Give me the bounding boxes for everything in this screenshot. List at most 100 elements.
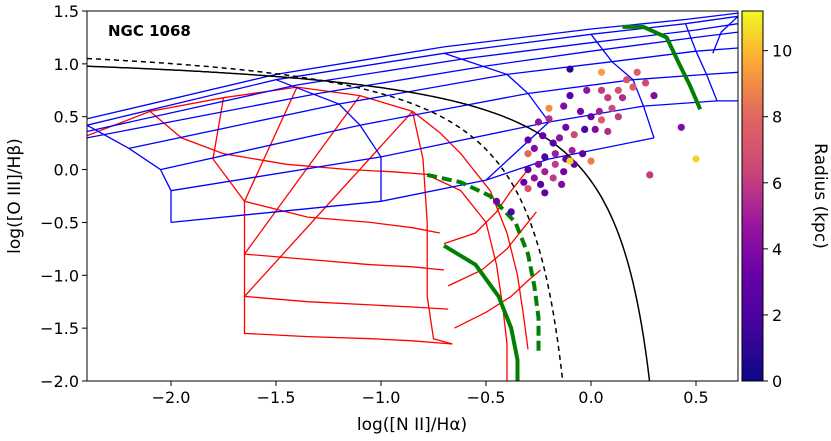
data-point: [530, 174, 538, 182]
x-tick-label: −0.5: [467, 388, 506, 407]
y-tick-label: 0.0: [54, 161, 79, 180]
kauffmann-line: [87, 57, 564, 381]
green-model-curve-0: [426, 172, 541, 355]
data-point: [692, 155, 700, 163]
hii-grid-line-4: [243, 95, 449, 310]
agn-grid-line-3: [87, 31, 738, 139]
data-point: [633, 68, 641, 76]
data-point: [614, 113, 622, 121]
data-point: [604, 94, 612, 102]
model-highlight-curves: [426, 24, 703, 381]
agn-grid-line-8: [87, 124, 172, 223]
data-point: [551, 150, 559, 158]
data-point: [555, 134, 564, 142]
x-axis-label: log([N II]/Hα): [357, 415, 467, 435]
green-model-curve-1: [442, 243, 520, 381]
data-point: [530, 144, 538, 152]
data-point: [537, 180, 545, 188]
data-point: [581, 125, 589, 133]
data-point: [642, 79, 650, 87]
data-point: [520, 178, 528, 186]
data-point: [524, 185, 532, 193]
x-tick-label: −1.5: [257, 388, 296, 407]
data-point: [677, 123, 685, 131]
data-point: [534, 160, 543, 168]
data-point: [566, 157, 574, 165]
data-point: [534, 118, 543, 126]
colorbar-ticks: 0 2 4 6 8 10: [763, 42, 792, 391]
colorbar-tick-label: 4: [772, 240, 782, 259]
hii-model-grid: [87, 86, 542, 381]
x-tick-label: −2.0: [152, 388, 191, 407]
data-point: [562, 123, 570, 131]
data-point: [566, 92, 574, 100]
demarcation-lines: [87, 57, 651, 381]
data-point: [646, 171, 654, 179]
data-point: [560, 102, 568, 110]
x-tick-label: 0.5: [683, 388, 708, 407]
hii-grid-line-3: [243, 86, 445, 271]
agn-grid-line-9: [275, 79, 382, 202]
hii-grid-line-11: [454, 269, 542, 329]
hii-grid-line-8: [426, 174, 508, 381]
y-axis: −2.0 −1.5 −1.0 −0.5 0.0 0.5 1.0 1.5: [40, 2, 87, 391]
y-tick-label: 0.5: [54, 108, 79, 127]
agn-grid-line-6: [170, 100, 738, 192]
data-point: [492, 197, 501, 205]
colorbar-tick-label: 6: [772, 174, 782, 193]
plot-background: [87, 11, 738, 381]
hii-grid-line-5: [243, 110, 453, 345]
colorbar-gradient: [741, 10, 764, 382]
colorbar-label: Radius (kpc): [810, 143, 830, 249]
colorbar-tick-label: 10: [772, 42, 792, 61]
data-point: [597, 68, 606, 76]
data-point: [650, 92, 658, 100]
data-point: [618, 94, 627, 102]
x-tick-label: 0.0: [578, 388, 603, 407]
data-point: [597, 116, 606, 124]
data-point: [549, 139, 557, 147]
data-point: [576, 107, 585, 115]
agn-grid-line-11: [590, 33, 655, 139]
y-tick-label: −1.0: [40, 266, 79, 285]
data-point: [524, 150, 532, 158]
y-tick-label: 1.0: [54, 55, 79, 74]
data-point: [566, 65, 574, 73]
scatter-points: [492, 65, 700, 216]
data-point: [539, 132, 547, 140]
y-tick-label: 1.5: [54, 2, 79, 21]
data-point: [541, 189, 549, 197]
data-point: [583, 86, 591, 94]
colorbar-tick-label: 2: [772, 306, 782, 325]
agn-grid-line-12: [684, 23, 718, 102]
data-point: [597, 86, 606, 94]
data-point: [591, 125, 599, 133]
colorbar-tick-label: 0: [772, 372, 782, 391]
data-point: [570, 131, 578, 139]
data-point: [587, 157, 595, 165]
data-point: [608, 104, 616, 112]
data-point: [579, 150, 587, 158]
y-tick-label: −0.5: [40, 213, 79, 232]
y-axis-label: log([O III]/Hβ): [5, 138, 25, 254]
data-point: [595, 107, 604, 115]
data-point: [604, 127, 612, 136]
hii-grid-line-7: [439, 132, 529, 350]
data-point: [629, 83, 637, 91]
data-point: [541, 168, 549, 176]
plot-frame: [86, 10, 739, 382]
plot-area: [87, 12, 738, 381]
agn-grid-line-13: [712, 15, 738, 54]
data-point: [558, 180, 566, 188]
data-point: [587, 113, 595, 121]
y-tick-label: −2.0: [40, 372, 79, 391]
kewley-maximum-starburst-line: [87, 65, 651, 381]
x-axis: −2.0 −1.5 −1.0 −0.5 0.0 0.5: [152, 381, 709, 407]
data-point: [614, 86, 622, 94]
agn-grid-line-0: [87, 15, 738, 126]
data-point: [551, 160, 559, 168]
agn-grid-line-5: [160, 71, 738, 171]
data-point: [524, 136, 532, 144]
hii-grid-line-10: [447, 211, 537, 287]
